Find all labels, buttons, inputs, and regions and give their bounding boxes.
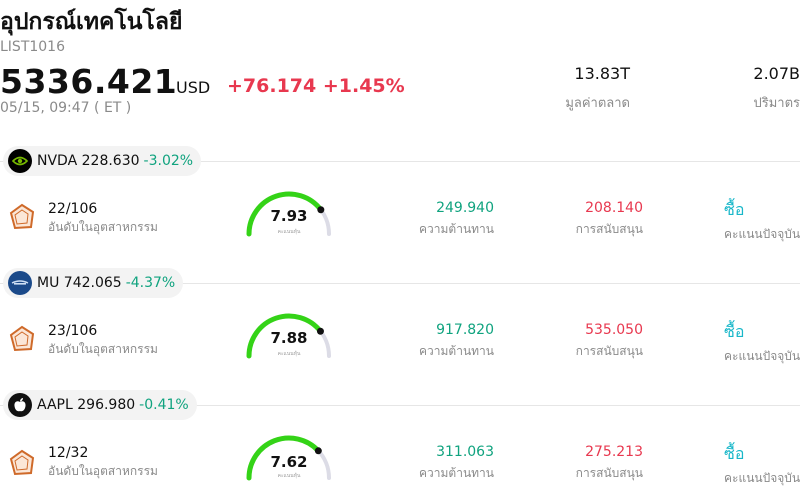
gauge-marker: [316, 327, 324, 335]
page-title: อุปกรณ์เทคโนโลยี: [0, 9, 183, 35]
stock-change: -4.37%: [125, 275, 176, 291]
stock-score-label: คะแนนหุ้น: [277, 351, 301, 357]
stock-chip-mu[interactable]: MU 742.065 -4.37%: [3, 268, 184, 298]
divider: [0, 283, 800, 284]
rating-label: คะแนนปัจจุบัน: [724, 349, 800, 363]
industry-rank-label: อันดับในอุตสาหกรรม: [48, 220, 158, 234]
support-label: การสนับสนุน: [575, 222, 643, 236]
gauge-fill: [246, 191, 324, 237]
industry-rank: 23/106: [48, 323, 98, 339]
nvidia-logo-icon: [8, 149, 32, 173]
industry-rank-label: อันดับในอุตสาหกรรม: [48, 464, 158, 478]
market-cap-value: 13.83T: [574, 64, 630, 83]
micron-logo-icon: [8, 271, 32, 295]
volume-value: 2.07B: [753, 64, 800, 83]
timestamp: 05/15, 09:47 ( ET ): [0, 100, 132, 116]
stock-score: 7.62: [270, 453, 308, 471]
industry-rank-icon: [9, 325, 35, 352]
score-gauge: [246, 191, 331, 237]
rating-value: ซื้อ: [724, 200, 745, 219]
ticker: NVDA: [37, 153, 78, 169]
gauge-fill: [246, 313, 323, 359]
list-code: LIST1016: [0, 39, 65, 55]
stock-change: -3.02%: [143, 153, 194, 169]
rating-value: ซื้อ: [724, 322, 745, 341]
volume-label: ปริมาตร: [753, 96, 800, 111]
stock-change: -0.41%: [139, 397, 189, 413]
industry-rank: 22/106: [48, 201, 98, 217]
resistance-value: 249.940: [436, 200, 494, 216]
support-value: 208.140: [585, 200, 643, 216]
apple-logo-icon: [8, 393, 32, 417]
currency-label: USD: [176, 78, 211, 97]
resistance-label: ความต้านทาน: [419, 466, 494, 480]
support-label: การสนับสนุน: [575, 466, 643, 480]
resistance-label: ความต้านทาน: [419, 222, 494, 236]
stock-chip-nvda[interactable]: NVDA 228.630 -3.02%: [3, 146, 202, 176]
stock-score-label: คะแนนหุ้น: [277, 473, 301, 479]
ticker: MU: [37, 275, 60, 291]
gauge-marker: [314, 447, 322, 455]
industry-rank-label: อันดับในอุตสาหกรรม: [48, 342, 158, 356]
support-value: 535.050: [585, 322, 643, 338]
support-label: การสนับสนุน: [575, 344, 643, 358]
stock-price: 296.980: [77, 397, 136, 413]
market-cap-label: มูลค่าตลาด: [565, 96, 630, 111]
index-price: 5336.421: [0, 62, 178, 101]
gauge-marker: [317, 206, 325, 214]
score-gauge: [246, 313, 331, 359]
stock-score: 7.88: [270, 329, 308, 347]
stock-price: 742.065: [63, 275, 122, 291]
resistance-label: ความต้านทาน: [419, 344, 494, 358]
score-gauge: [246, 435, 331, 481]
price-change: +76.174 +1.45%: [227, 75, 405, 97]
gauge-fill: [246, 435, 321, 481]
rating-value: ซื้อ: [724, 444, 745, 463]
resistance-value: 917.820: [436, 322, 494, 338]
divider: [0, 161, 800, 162]
ticker: AAPL: [37, 397, 73, 413]
industry-rank-icon: [9, 449, 35, 476]
rating-label: คะแนนปัจจุบัน: [724, 471, 800, 485]
divider: [0, 405, 800, 406]
stock-score: 7.93: [270, 207, 308, 225]
industry-rank-icon: [9, 203, 35, 230]
rating-label: คะแนนปัจจุบัน: [724, 227, 800, 241]
stock-chip-aapl[interactable]: AAPL 296.980 -0.41%: [3, 390, 197, 420]
industry-rank: 12/32: [48, 445, 89, 461]
stock-score-label: คะแนนหุ้น: [277, 229, 301, 235]
support-value: 275.213: [585, 444, 643, 460]
stock-price: 228.630: [81, 153, 140, 169]
resistance-value: 311.063: [436, 444, 494, 460]
